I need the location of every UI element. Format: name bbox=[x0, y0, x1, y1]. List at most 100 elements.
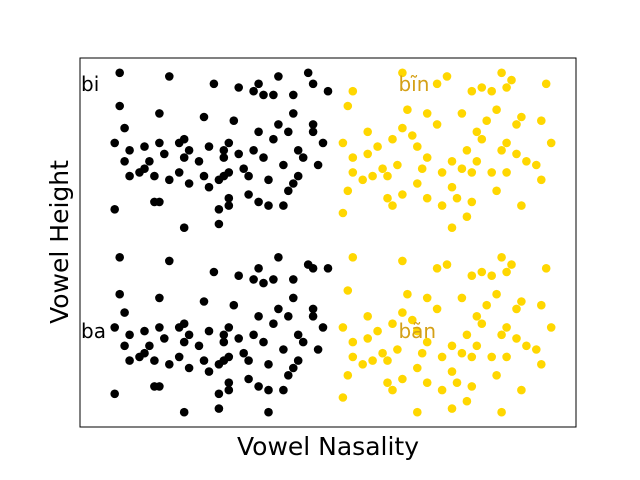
data-point-s1-124 bbox=[383, 356, 392, 365]
data-point-s1-95 bbox=[408, 315, 417, 325]
data-point-s1-136 bbox=[437, 385, 447, 395]
data-point-s1-98 bbox=[477, 319, 487, 329]
data-point-s1-97 bbox=[472, 312, 482, 321]
data-point-s1-8 bbox=[497, 68, 506, 78]
data-point-s1-133 bbox=[492, 371, 501, 380]
data-point-s1-17 bbox=[492, 105, 501, 114]
data-point-s1-109 bbox=[532, 345, 541, 354]
data-point-s1-60 bbox=[447, 182, 457, 192]
data-point-s1-24 bbox=[388, 134, 397, 144]
data-point-s1-110 bbox=[546, 323, 556, 332]
data-point-s0-111 bbox=[204, 326, 214, 336]
data-point-s1-90 bbox=[537, 300, 546, 310]
data-point-s1-130 bbox=[447, 367, 457, 376]
data-point-s0-148 bbox=[264, 385, 273, 395]
x-axis-label: Vowel Nasality bbox=[237, 432, 419, 461]
data-point-s0-83 bbox=[249, 275, 258, 284]
data-point-s0-6 bbox=[269, 90, 278, 100]
data-point-s1-66 bbox=[437, 201, 447, 210]
data-point-s0-57 bbox=[199, 171, 209, 181]
data-point-s0-129 bbox=[313, 345, 323, 354]
data-point-s0-132 bbox=[150, 356, 159, 365]
data-point-s0-4 bbox=[249, 86, 258, 96]
data-point-s0-112 bbox=[219, 330, 229, 340]
data-point-s0-100 bbox=[308, 304, 318, 314]
data-point-s1-49 bbox=[487, 168, 497, 177]
data-point-s0-107 bbox=[160, 334, 169, 343]
data-point-s0-36 bbox=[249, 146, 258, 155]
y-axis-label: Vowel Height bbox=[45, 160, 74, 324]
data-point-s0-139 bbox=[224, 352, 234, 362]
data-point-s0-38 bbox=[293, 146, 303, 155]
data-point-s0-141 bbox=[264, 360, 273, 369]
data-point-s0-61 bbox=[244, 171, 253, 181]
data-point-s0-149 bbox=[284, 371, 293, 380]
data-point-s0-34 bbox=[224, 138, 234, 148]
data-point-s0-72 bbox=[155, 197, 164, 207]
data-point-s1-72 bbox=[432, 264, 442, 273]
data-point-s0-21 bbox=[308, 120, 318, 129]
data-point-s0-145 bbox=[224, 378, 234, 388]
data-point-s1-87 bbox=[492, 289, 501, 299]
data-point-s0-106 bbox=[155, 323, 164, 332]
data-point-s1-19 bbox=[517, 112, 526, 122]
data-point-s0-158 bbox=[264, 407, 273, 417]
data-point-s0-105 bbox=[140, 326, 149, 336]
data-point-s0-9 bbox=[274, 72, 283, 81]
data-point-s1-121 bbox=[522, 341, 531, 351]
data-point-s0-79 bbox=[115, 252, 124, 262]
data-point-s1-51 bbox=[522, 157, 531, 166]
data-point-s0-65 bbox=[204, 182, 214, 192]
data-point-s1-52 bbox=[537, 175, 546, 185]
data-point-s1-13 bbox=[422, 109, 432, 118]
data-point-s1-94 bbox=[388, 319, 397, 329]
data-point-s0-69 bbox=[264, 201, 273, 210]
data-point-s0-46 bbox=[239, 164, 248, 173]
data-point-s1-43 bbox=[378, 164, 387, 173]
data-point-s1-1 bbox=[398, 68, 407, 78]
data-point-s1-67 bbox=[462, 212, 472, 221]
data-point-s0-147 bbox=[254, 382, 263, 391]
data-point-s0-37 bbox=[269, 134, 278, 144]
data-point-s0-16 bbox=[229, 116, 239, 125]
data-point-s0-14 bbox=[155, 109, 164, 118]
data-point-s1-58 bbox=[398, 190, 407, 199]
data-point-s1-134 bbox=[338, 393, 348, 402]
data-point-s0-22 bbox=[308, 127, 318, 137]
data-point-s0-52 bbox=[135, 168, 144, 177]
data-point-s1-91 bbox=[363, 312, 373, 321]
data-point-s1-88 bbox=[512, 304, 521, 314]
data-point-s0-109 bbox=[179, 319, 189, 329]
data-point-s0-2 bbox=[209, 79, 219, 89]
data-point-s0-152 bbox=[110, 389, 119, 399]
data-point-s0-113 bbox=[224, 323, 234, 332]
data-point-s1-48 bbox=[467, 168, 477, 177]
data-point-s1-126 bbox=[343, 371, 353, 380]
data-point-s1-59 bbox=[422, 193, 432, 203]
data-point-s1-75 bbox=[487, 271, 497, 281]
data-point-s0-10 bbox=[303, 68, 313, 78]
data-point-s0-74 bbox=[224, 201, 234, 210]
data-point-s0-26 bbox=[140, 142, 149, 151]
data-point-s1-30 bbox=[462, 146, 472, 155]
annotation-label: bi bbox=[81, 72, 99, 96]
data-point-s0-62 bbox=[264, 175, 273, 185]
data-point-s0-51 bbox=[125, 171, 134, 181]
data-point-s0-97 bbox=[274, 304, 283, 314]
data-point-s1-104 bbox=[422, 337, 432, 347]
data-point-s1-69 bbox=[447, 223, 457, 232]
data-point-s1-137 bbox=[462, 396, 472, 406]
data-point-s0-30 bbox=[179, 134, 189, 144]
data-point-s0-54 bbox=[165, 175, 174, 185]
data-point-s0-68 bbox=[254, 197, 263, 207]
data-point-s0-84 bbox=[259, 278, 268, 288]
data-point-s0-70 bbox=[284, 186, 293, 196]
data-point-s1-116 bbox=[437, 352, 447, 362]
data-point-s0-75 bbox=[214, 205, 224, 214]
data-point-s0-99 bbox=[289, 293, 298, 303]
data-point-s1-3 bbox=[467, 86, 477, 96]
data-point-s0-64 bbox=[289, 179, 298, 188]
data-point-s0-85 bbox=[269, 275, 278, 284]
data-point-s0-151 bbox=[155, 382, 164, 391]
